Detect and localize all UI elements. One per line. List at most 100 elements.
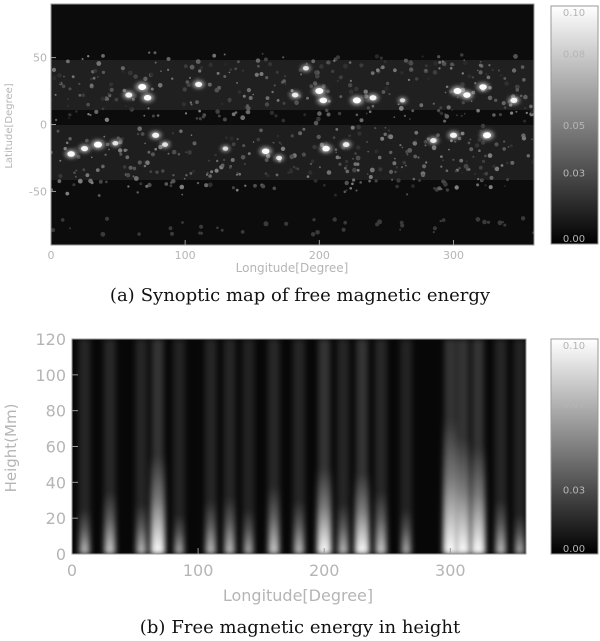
granule bbox=[264, 102, 270, 107]
granule bbox=[344, 180, 349, 186]
granule bbox=[199, 65, 204, 70]
granule bbox=[486, 220, 491, 224]
granule bbox=[348, 83, 353, 88]
granule bbox=[246, 104, 249, 107]
granule bbox=[487, 95, 493, 101]
granule bbox=[157, 83, 163, 88]
granule bbox=[274, 114, 278, 118]
granule bbox=[252, 93, 254, 96]
granule bbox=[443, 119, 447, 123]
granule bbox=[198, 117, 202, 121]
granule bbox=[181, 193, 184, 196]
granule bbox=[499, 74, 503, 77]
granule bbox=[61, 84, 66, 89]
granule bbox=[261, 184, 266, 189]
granule bbox=[529, 104, 533, 109]
granule bbox=[198, 109, 201, 113]
ytick-label-b: 0 bbox=[56, 545, 66, 564]
granule bbox=[92, 76, 96, 80]
granule bbox=[337, 111, 342, 116]
granule bbox=[445, 169, 449, 172]
granule bbox=[253, 183, 257, 188]
granule bbox=[381, 90, 386, 94]
granule bbox=[244, 184, 247, 187]
granule bbox=[306, 96, 309, 100]
panel-a: 0 100 200 300 50 0 -50 Longitude[Degree] Latit… bbox=[4, 3, 599, 275]
granule bbox=[122, 165, 127, 169]
column-plume bbox=[294, 500, 304, 554]
granule bbox=[229, 136, 234, 141]
granule bbox=[445, 188, 449, 192]
granule bbox=[391, 178, 394, 181]
granule bbox=[335, 151, 338, 154]
granule bbox=[236, 81, 239, 84]
granule bbox=[223, 75, 227, 78]
granule bbox=[400, 70, 404, 75]
granule bbox=[215, 109, 220, 114]
granule bbox=[377, 155, 382, 160]
granule bbox=[276, 99, 280, 102]
granule bbox=[476, 183, 480, 187]
granule bbox=[225, 136, 228, 139]
granule bbox=[478, 165, 483, 170]
granule bbox=[240, 155, 246, 160]
granule bbox=[259, 72, 264, 76]
granule bbox=[313, 120, 319, 126]
granule bbox=[150, 87, 154, 91]
granule bbox=[207, 82, 212, 87]
granule bbox=[216, 226, 219, 230]
granule bbox=[385, 81, 390, 86]
granule bbox=[145, 160, 150, 165]
granule bbox=[290, 134, 294, 138]
granule bbox=[326, 112, 331, 117]
granule bbox=[338, 156, 341, 159]
granule bbox=[374, 179, 378, 183]
granule bbox=[393, 68, 397, 73]
granule bbox=[441, 218, 446, 222]
granule bbox=[356, 124, 361, 130]
granule bbox=[143, 76, 148, 82]
granule bbox=[374, 127, 377, 130]
granule bbox=[127, 70, 133, 76]
granule bbox=[172, 174, 175, 177]
hotspot-core bbox=[430, 138, 437, 144]
granule bbox=[256, 137, 261, 142]
granule bbox=[506, 161, 509, 165]
granule bbox=[222, 158, 226, 162]
granule bbox=[204, 183, 209, 188]
granule bbox=[240, 115, 246, 121]
granule bbox=[78, 93, 82, 97]
granule bbox=[82, 168, 86, 172]
granule bbox=[295, 167, 297, 170]
granule bbox=[237, 90, 242, 94]
granule bbox=[189, 172, 193, 175]
granule bbox=[245, 109, 251, 115]
granule bbox=[504, 185, 506, 188]
granule bbox=[368, 175, 373, 179]
granule bbox=[189, 76, 191, 79]
column-plume bbox=[317, 468, 332, 554]
ylabel-b: Height(Mm) bbox=[2, 404, 20, 493]
granule bbox=[370, 71, 375, 75]
colorbar-a-tick-label: 0.03 bbox=[563, 169, 585, 180]
granule bbox=[524, 107, 527, 110]
hotspot-core bbox=[450, 132, 457, 138]
granule bbox=[432, 70, 438, 75]
granule bbox=[531, 138, 533, 140]
granule bbox=[438, 110, 440, 113]
granule bbox=[100, 96, 105, 101]
granule bbox=[271, 90, 274, 94]
granule bbox=[494, 98, 498, 103]
granule bbox=[242, 144, 246, 148]
granule bbox=[368, 179, 371, 183]
granule bbox=[432, 102, 435, 105]
granule bbox=[231, 142, 236, 147]
granule bbox=[440, 165, 443, 168]
granule bbox=[125, 105, 127, 107]
granule bbox=[476, 108, 480, 113]
granule bbox=[97, 76, 99, 78]
granule bbox=[238, 172, 241, 176]
granule bbox=[366, 141, 368, 143]
granule bbox=[255, 58, 261, 63]
granule bbox=[108, 148, 110, 151]
